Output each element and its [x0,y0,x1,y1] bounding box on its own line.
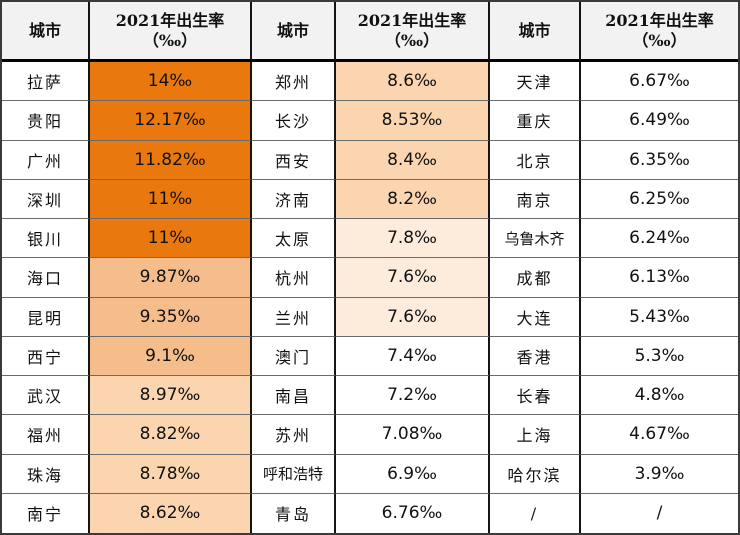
rate-cell: 7.2‰ [336,376,490,416]
city-cell: 贵阳 [2,101,90,141]
rate-cell: / [581,493,738,533]
city-cell: 大连 [490,297,581,337]
city-cell: 澳门 [252,336,336,376]
rate-cell: 8.62‰ [90,493,252,533]
city-header-cell: 城市 [2,2,90,62]
rate-cell: 7.6‰ [336,297,490,337]
rate-header-line2: （‰） [632,30,687,50]
rate-cell: 6.76‰ [336,493,490,533]
rate-cell: 9.87‰ [90,258,252,298]
city-cell: 上海 [490,415,581,455]
rate-cell: 14‰ [90,62,252,102]
rate-cell: 5.3‰ [581,336,738,376]
rate-cell: 6.35‰ [581,140,738,180]
city-cell: 杭州 [252,258,336,298]
rate-cell: 7.4‰ [336,336,490,376]
rate-cell: 6.24‰ [581,219,738,259]
rate-cell: 8.97‰ [90,376,252,416]
city-cell: 南昌 [252,376,336,416]
city-cell: 南京 [490,179,581,219]
city-header-cell: 城市 [252,2,336,62]
city-cell: 海口 [2,258,90,298]
rate-cell: 9.1‰ [90,336,252,376]
rate-header-line1: 2021年出生率 [605,10,714,30]
city-header-label: 城市 [28,20,61,40]
rate-header-line2: （‰） [384,30,440,50]
city-cell: 南宁 [2,493,90,533]
city-cell: 武汉 [2,376,90,416]
city-cell: 北京 [490,140,581,180]
city-cell: 西宁 [2,336,90,376]
rate-header-line1: 2021年出生率 [115,10,225,30]
rate-cell: 8.4‰ [336,140,490,180]
city-cell: 广州 [2,140,90,180]
rate-cell: 4.8‰ [581,376,738,416]
city-cell: 深圳 [2,179,90,219]
rate-cell: 6.25‰ [581,179,738,219]
rate-cell: 8.6‰ [336,62,490,102]
city-cell: 重庆 [490,101,581,141]
rate-cell: 7.08‰ [336,415,490,455]
city-cell: 天津 [490,62,581,102]
city-cell: 青岛 [252,493,336,533]
rate-header-line2: （‰） [142,30,198,50]
rate-header-cell: 2021年出生率 （‰） [90,2,252,62]
city-cell: 济南 [252,179,336,219]
city-cell: 福州 [2,415,90,455]
city-cell: 呼和浩特 [252,454,336,494]
rate-cell: 3.9‰ [581,454,738,494]
city-cell: 成都 [490,258,581,298]
city-cell: 太原 [252,219,336,259]
rate-cell: 5.43‰ [581,297,738,337]
city-cell: 兰州 [252,297,336,337]
rate-cell: 11‰ [90,179,252,219]
rate-cell: 11.82‰ [90,140,252,180]
city-header-label: 城市 [276,20,309,40]
rate-cell: 8.82‰ [90,415,252,455]
city-cell: 哈尔滨 [490,454,581,494]
city-cell: 银川 [2,219,90,259]
city-cell: 苏州 [252,415,336,455]
rate-cell: 4.67‰ [581,415,738,455]
city-cell: 乌鲁木齐 [490,219,581,259]
city-header-label: 城市 [518,20,551,40]
rate-cell: 9.35‰ [90,297,252,337]
city-cell: 昆明 [2,297,90,337]
rate-header-cell: 2021年出生率 （‰） [336,2,490,62]
rate-cell: 6.13‰ [581,258,738,298]
city-cell: 长春 [490,376,581,416]
rate-cell: 12.17‰ [90,101,252,141]
rate-cell: 8.53‰ [336,101,490,141]
rate-cell: 11‰ [90,219,252,259]
rate-cell: 6.9‰ [336,454,490,494]
city-cell: 长沙 [252,101,336,141]
city-cell: 郑州 [252,62,336,102]
rate-cell: 6.67‰ [581,62,738,102]
city-cell: 西安 [252,140,336,180]
rate-cell: 6.49‰ [581,101,738,141]
rate-cell: 8.78‰ [90,454,252,494]
city-cell: / [490,493,581,533]
rate-header-cell: 2021年出生率 （‰） [581,2,738,62]
rate-cell: 8.2‰ [336,179,490,219]
rate-cell: 7.6‰ [336,258,490,298]
city-cell: 珠海 [2,454,90,494]
rate-header-line1: 2021年出生率 [357,10,467,30]
city-cell: 拉萨 [2,62,90,102]
city-cell: 香港 [490,336,581,376]
city-header-cell: 城市 [490,2,581,62]
rate-cell: 7.8‰ [336,219,490,259]
